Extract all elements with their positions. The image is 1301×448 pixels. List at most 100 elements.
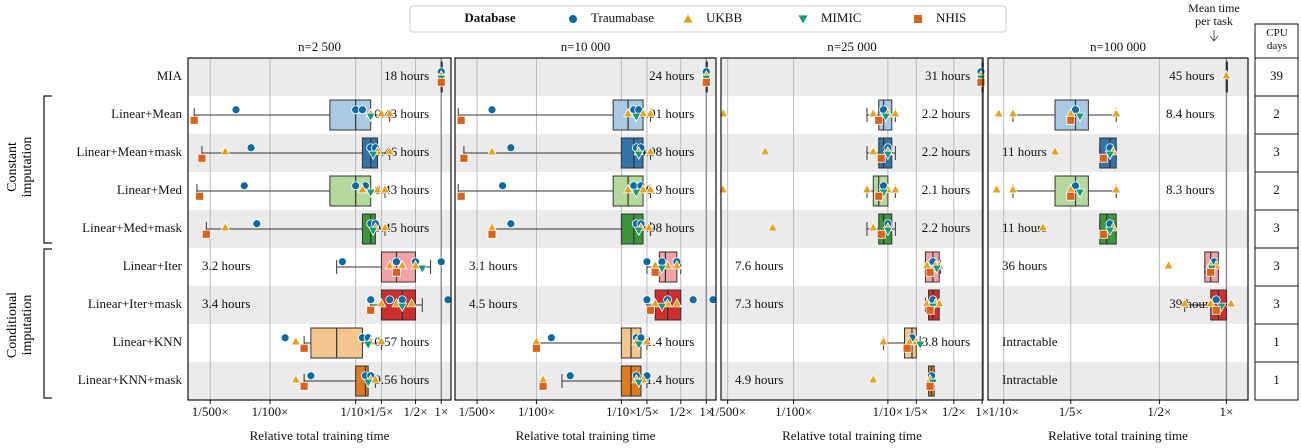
time-label: Intractable [1002, 372, 1058, 387]
data-point [290, 335, 302, 346]
x-tick-label: 1/2× [942, 404, 966, 419]
data-point [456, 191, 466, 201]
panel-title: n=25 000 [827, 39, 877, 54]
data-point [631, 188, 642, 199]
data-point [376, 107, 387, 118]
row-band [188, 58, 451, 96]
legend-marker [798, 15, 808, 24]
time-label: 0.46 hours [374, 144, 429, 159]
legend-box [409, 5, 1007, 33]
x-tick-label: 1× [699, 404, 713, 419]
cpu-value: 2 [1273, 106, 1280, 121]
x-tick-label: 1/500× [192, 404, 229, 419]
data-point [397, 302, 408, 313]
data-point [645, 183, 656, 194]
x-tick-label: 1/5× [369, 404, 393, 419]
data-point [861, 183, 873, 194]
data-point [868, 145, 879, 156]
data-point [1007, 183, 1019, 194]
data-point [1225, 297, 1237, 308]
data-point [876, 229, 886, 239]
data-point [385, 295, 395, 305]
data-point [976, 77, 986, 87]
x-tick-label: 1/500× [459, 404, 496, 419]
data-point [656, 264, 668, 275]
data-point [671, 297, 683, 308]
data-point [392, 267, 401, 277]
data-point [650, 267, 660, 277]
data-point [1111, 183, 1122, 194]
data-point [506, 219, 516, 229]
data-point [633, 226, 644, 237]
data-point [299, 381, 309, 391]
row-band [721, 210, 983, 248]
panel-title: n=100 000 [1090, 39, 1146, 54]
group-label: Constant imputation [5, 136, 35, 198]
data-point [645, 107, 656, 118]
data-point [671, 259, 683, 270]
time-label: 4.5 hours [469, 296, 517, 311]
cpu-value: 2 [1273, 182, 1280, 197]
data-point [379, 183, 391, 194]
data-point [993, 107, 1004, 118]
row-band [455, 58, 716, 96]
data-point [868, 221, 879, 232]
data-point [337, 257, 347, 267]
data-point [362, 378, 374, 389]
x-tick-label: 1/2× [669, 404, 693, 419]
legend-title: Database [464, 10, 516, 25]
row-label: Linear+Mean [111, 106, 182, 121]
data-point [362, 340, 374, 351]
time-label: 2.2 hours [922, 220, 970, 235]
data-point [366, 305, 376, 315]
legend-label: UKBB [706, 10, 742, 25]
data-point [546, 333, 556, 343]
time-label: 8.3 hours [1166, 182, 1214, 197]
data-point [1074, 112, 1086, 123]
time-label: 11 hours [1002, 144, 1047, 159]
data-point [197, 153, 207, 163]
panel-title: n=10 000 [561, 39, 611, 54]
data-point [220, 221, 231, 232]
data-point [925, 305, 935, 315]
data-point [487, 229, 497, 239]
time-label: 0.57 hours [374, 334, 429, 349]
time-label: 1.4 hours [646, 334, 694, 349]
data-point [189, 115, 199, 125]
data-point [882, 226, 894, 237]
data-point [931, 264, 942, 275]
data-point [532, 343, 541, 353]
time-label: 7.6 hours [735, 258, 783, 273]
data-point [925, 381, 935, 391]
data-point [565, 371, 575, 381]
row-band [988, 362, 1248, 400]
legend-marker [914, 15, 922, 23]
data-point [365, 188, 376, 199]
row-band [988, 134, 1248, 172]
data-point [767, 221, 778, 232]
data-point [306, 371, 316, 381]
data-point [1205, 297, 1216, 308]
row-label: Linear+Med [117, 182, 183, 197]
row-band [721, 58, 983, 96]
legend-marker [569, 15, 577, 23]
data-point [201, 229, 211, 239]
legend-label: Traumabase [591, 10, 654, 25]
data-point [1049, 145, 1061, 156]
data-point [880, 112, 891, 123]
time-label: 8.4 hours [1166, 106, 1214, 121]
data-point [376, 335, 387, 346]
row-label: Linear+Iter+mask [88, 296, 183, 311]
data-point [1221, 69, 1232, 80]
time-label: 11 hours [1002, 220, 1047, 235]
data-point [367, 226, 379, 237]
data-point [406, 297, 417, 308]
panel-frame [187, 57, 452, 401]
data-point [1074, 188, 1086, 199]
data-point [1007, 107, 1019, 118]
x-label: Relative total training time [250, 428, 390, 443]
data-point [641, 335, 653, 346]
cpu-value: 3 [1273, 220, 1280, 235]
group-bracket [43, 248, 52, 399]
